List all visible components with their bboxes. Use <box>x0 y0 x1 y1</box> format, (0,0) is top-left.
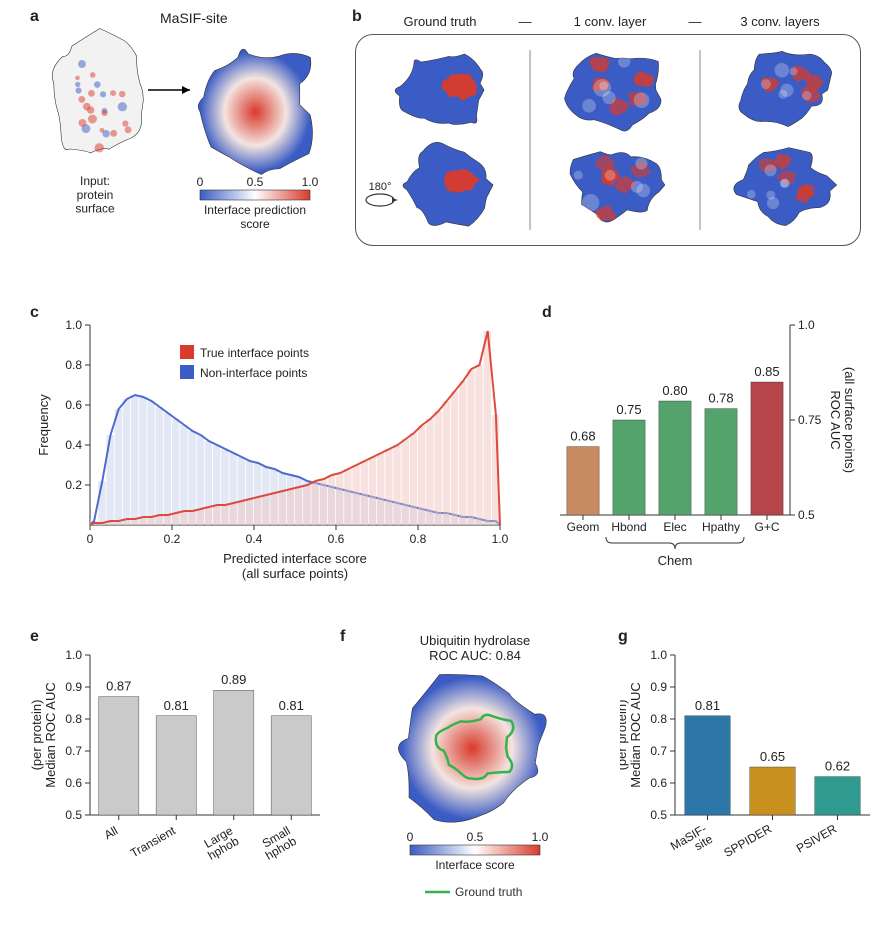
svg-text:(per protein): (per protein) <box>620 700 629 771</box>
svg-text:0.5: 0.5 <box>650 808 667 822</box>
svg-text:All: All <box>102 823 121 842</box>
svg-text:0.81: 0.81 <box>695 698 720 713</box>
svg-text:Ground truth: Ground truth <box>455 885 522 899</box>
svg-text:0.2: 0.2 <box>164 532 181 546</box>
svg-text:Geom: Geom <box>567 520 600 534</box>
svg-text:Ground truth: Ground truth <box>404 14 477 29</box>
svg-text:0.62: 0.62 <box>825 759 850 774</box>
svg-text:G+C: G+C <box>754 520 779 534</box>
svg-text:score: score <box>240 217 270 231</box>
svg-text:1.0: 1.0 <box>65 648 82 662</box>
svg-text:0.6: 0.6 <box>650 776 667 790</box>
svg-text:0.78: 0.78 <box>708 391 733 406</box>
svg-text:1.0: 1.0 <box>798 318 815 332</box>
svg-text:ROC AUC: 0.84: ROC AUC: 0.84 <box>429 648 521 663</box>
svg-text:1.0: 1.0 <box>65 318 82 332</box>
panel-a-svg: Input:proteinsurface 0 0.5 1.0 Interface pre… <box>30 10 330 280</box>
svg-text:0.6: 0.6 <box>65 398 82 412</box>
svg-text:—: — <box>689 14 702 29</box>
svg-text:1 conv. layer: 1 conv. layer <box>574 14 647 29</box>
svg-text:0.81: 0.81 <box>164 698 189 713</box>
panel-c: 0.2 0.4 0.6 0.8 1.0 0 0.2 0.4 0.6 0.8 1.0 Frequency… <box>30 305 520 605</box>
svg-text:1.0: 1.0 <box>492 532 509 546</box>
svg-text:0.7: 0.7 <box>650 744 667 758</box>
svg-text:0.8: 0.8 <box>65 358 82 372</box>
svg-text:0: 0 <box>197 175 204 189</box>
svg-text:0.9: 0.9 <box>65 680 82 694</box>
svg-text:0.75: 0.75 <box>798 413 822 427</box>
svg-text:0.9: 0.9 <box>650 680 667 694</box>
svg-text:(per protein): (per protein) <box>30 700 44 771</box>
figure-page: a b c d e f g MaSIF-site Input:proteinsu… <box>0 0 894 927</box>
svg-text:True interface points: True interface points <box>200 346 309 360</box>
svg-text:0.8: 0.8 <box>65 712 82 726</box>
svg-text:Frequency: Frequency <box>36 394 51 456</box>
svg-text:1.0: 1.0 <box>302 175 319 189</box>
svg-text:0.5: 0.5 <box>798 508 815 522</box>
svg-text:0.80: 0.80 <box>662 383 687 398</box>
svg-text:SPPIDER: SPPIDER <box>721 821 774 860</box>
svg-text:1.0: 1.0 <box>650 648 667 662</box>
svg-text:(all surface points): (all surface points) <box>842 367 857 473</box>
svg-text:Hbond: Hbond <box>611 520 646 534</box>
panel-e-svg: 0.5 0.6 0.7 0.8 0.9 1.0 0.87 All 0.81 Transient 0.… <box>30 630 330 910</box>
svg-text:0.8: 0.8 <box>410 532 427 546</box>
svg-text:Non-interface points: Non-interface points <box>200 366 307 380</box>
svg-text:Interface score: Interface score <box>435 858 515 872</box>
panel-e: 0.5 0.6 0.7 0.8 0.9 1.0 0.87 All 0.81 Transient 0.… <box>30 630 330 910</box>
svg-text:0.5: 0.5 <box>247 175 264 189</box>
panel-g: 0.50.60.70.80.91.00.81MaSIF-site0.65SPPI… <box>620 630 880 910</box>
svg-text:Transient: Transient <box>128 823 179 860</box>
svg-text:0.6: 0.6 <box>65 776 82 790</box>
svg-text:ROC AUC: ROC AUC <box>828 390 843 449</box>
svg-text:0.75: 0.75 <box>616 402 641 417</box>
svg-text:Ubiquitin hydrolase: Ubiquitin hydrolase <box>420 633 531 648</box>
svg-text:0.2: 0.2 <box>65 478 82 492</box>
svg-text:1.0: 1.0 <box>532 830 549 844</box>
panel-a: MaSIF-site Input:proteinsurface00.51.0In… <box>30 10 330 280</box>
svg-text:0.7: 0.7 <box>65 744 82 758</box>
svg-text:Elec: Elec <box>663 520 686 534</box>
svg-text:0.6: 0.6 <box>328 532 345 546</box>
svg-text:(all surface points): (all surface points) <box>242 566 348 581</box>
svg-text:Median ROC AUC: Median ROC AUC <box>628 682 643 787</box>
svg-text:0: 0 <box>407 830 414 844</box>
panel-b: Ground truth 1 conv. layer 3 conv. layers —… <box>350 10 870 260</box>
svg-text:PSIVER: PSIVER <box>794 821 839 855</box>
svg-text:—: — <box>519 14 532 29</box>
svg-text:0.68: 0.68 <box>570 429 595 444</box>
panel-f: Ubiquitin hydrolaseROC AUC: 0.84 0 0.5 1.0 I… <box>340 630 610 920</box>
svg-text:Median ROC AUC: Median ROC AUC <box>43 682 58 787</box>
svg-text:0.89: 0.89 <box>221 672 246 687</box>
svg-text:0.5: 0.5 <box>467 830 484 844</box>
svg-text:0.81: 0.81 <box>279 698 304 713</box>
panel-b-box <box>355 34 861 246</box>
svg-text:Chem: Chem <box>658 553 693 568</box>
svg-text:0.85: 0.85 <box>754 364 779 379</box>
panel-f-svg: Ubiquitin hydrolaseROC AUC: 0.84 0 0.5 1.0 I… <box>340 630 610 920</box>
svg-text:Interface prediction: Interface prediction <box>204 203 306 217</box>
svg-text:Hpathy: Hpathy <box>702 520 740 534</box>
svg-text:3 conv. layers: 3 conv. layers <box>740 14 820 29</box>
svg-text:0.5: 0.5 <box>65 808 82 822</box>
svg-text:0.65: 0.65 <box>760 749 785 764</box>
panel-d: 0.5 0.75 1.0 0.68 Geom 0.75 Hbond 0.80 Elec 0.78 H… <box>540 305 870 605</box>
svg-text:0.4: 0.4 <box>65 438 82 452</box>
svg-text:Input:proteinsurface: Input:proteinsurface <box>75 174 115 216</box>
panel-d-svg: 0.5 0.75 1.0 0.68 Geom 0.75 Hbond 0.80 Elec 0.78 H… <box>540 305 870 605</box>
panel-a-title: MaSIF-site <box>160 10 228 26</box>
svg-text:Predicted interface score: Predicted interface score <box>223 551 367 566</box>
panel-g-svg: 0.50.60.70.80.91.00.81MaSIF-site0.65SPPI… <box>620 630 880 910</box>
svg-text:0.87: 0.87 <box>106 679 131 694</box>
svg-text:0.8: 0.8 <box>650 712 667 726</box>
svg-text:0.4: 0.4 <box>246 532 263 546</box>
panel-c-svg: 0.2 0.4 0.6 0.8 1.0 0 0.2 0.4 0.6 0.8 1.0 Frequency… <box>30 305 520 605</box>
svg-text:0: 0 <box>87 532 94 546</box>
